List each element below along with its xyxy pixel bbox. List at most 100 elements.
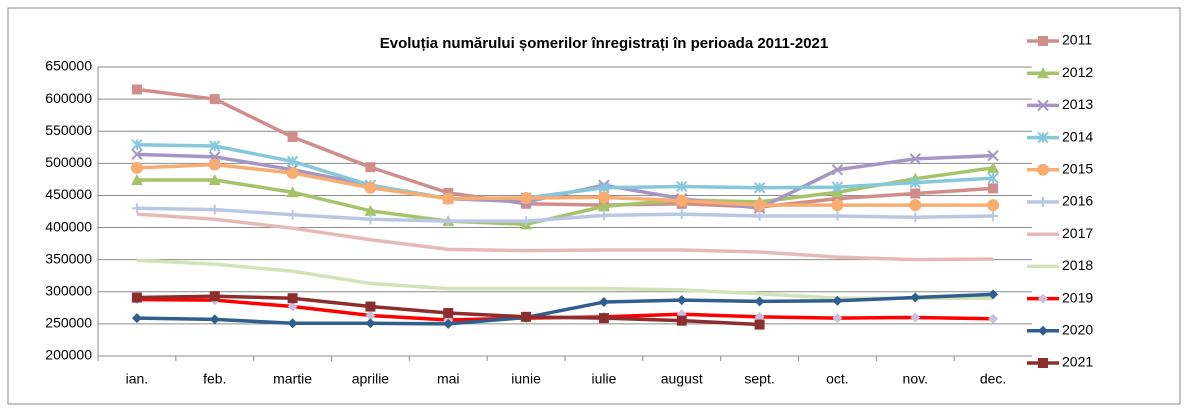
marker <box>754 296 765 307</box>
marker <box>1038 197 1048 207</box>
legend-label: 2019 <box>1062 289 1093 305</box>
legend-label: 2013 <box>1062 96 1093 112</box>
x-tick-label: mai <box>437 371 460 387</box>
marker <box>831 181 844 193</box>
marker <box>131 84 142 95</box>
legend-label: 2015 <box>1062 161 1093 177</box>
marker <box>988 183 999 194</box>
marker <box>831 164 844 176</box>
marker <box>909 153 921 165</box>
y-tick-label: 300000 <box>45 282 92 298</box>
series-line <box>136 206 994 223</box>
marker <box>988 313 999 324</box>
chart-title: Evoluția numărului șomerilor înregistraț… <box>380 35 828 52</box>
x-tick-label: martie <box>273 371 312 387</box>
marker <box>208 158 221 171</box>
marker <box>287 301 298 312</box>
marker <box>910 292 921 303</box>
marker <box>364 204 377 216</box>
marker <box>987 172 999 184</box>
series-line <box>136 292 994 326</box>
marker <box>131 148 143 161</box>
marker <box>209 204 220 215</box>
marker <box>754 319 765 330</box>
marker <box>1038 293 1048 304</box>
marker <box>1037 99 1049 112</box>
x-tick-label: sept. <box>744 371 774 387</box>
marker <box>910 212 921 223</box>
marker <box>286 186 299 198</box>
marker <box>831 199 844 212</box>
marker <box>131 313 142 324</box>
marker <box>365 318 376 329</box>
marker <box>676 315 687 326</box>
marker <box>287 293 298 304</box>
marker <box>286 166 299 179</box>
marker <box>675 194 688 207</box>
marker <box>1038 325 1048 336</box>
marker <box>364 181 377 194</box>
series-line <box>136 258 994 300</box>
marker <box>443 307 454 318</box>
marker <box>1038 36 1048 46</box>
marker <box>520 192 533 205</box>
series-line <box>136 162 994 207</box>
legend-label: 2011 <box>1062 32 1092 48</box>
marker <box>909 199 922 212</box>
x-tick-label: aprilie <box>352 371 390 387</box>
marker <box>365 162 376 173</box>
marker <box>521 216 532 227</box>
marker <box>1037 131 1049 144</box>
marker <box>598 313 609 324</box>
y-tick-label: 500000 <box>45 154 92 170</box>
marker <box>987 161 1000 173</box>
x-tick-label: august <box>661 371 703 387</box>
x-tick-label: feb. <box>203 371 226 387</box>
y-tick-label: 600000 <box>45 90 92 106</box>
marker <box>753 182 766 194</box>
legend-label: 2016 <box>1062 193 1093 209</box>
marker <box>910 188 921 199</box>
marker <box>910 312 921 323</box>
x-tick-label: nov. <box>903 371 928 387</box>
y-tick-label: 650000 <box>45 58 92 74</box>
marker <box>597 191 610 204</box>
marker <box>287 209 298 220</box>
marker <box>208 174 221 186</box>
y-tick-label: 350000 <box>45 250 92 266</box>
marker <box>832 295 843 306</box>
y-tick-label: 450000 <box>45 186 92 202</box>
marker <box>443 318 454 329</box>
x-tick-label: ian. <box>126 371 149 387</box>
marker <box>131 292 142 303</box>
legend-label: 2012 <box>1062 64 1093 80</box>
marker <box>286 155 299 168</box>
marker <box>598 182 610 194</box>
marker <box>1038 358 1048 368</box>
series-line <box>136 212 994 262</box>
y-tick-label: 550000 <box>45 122 92 138</box>
marker <box>987 199 1000 212</box>
marker <box>442 192 455 205</box>
marker <box>597 200 610 212</box>
marker <box>753 199 766 212</box>
marker <box>521 311 532 322</box>
marker <box>209 94 220 105</box>
marker <box>832 313 843 324</box>
legend-label: 2014 <box>1062 128 1093 144</box>
x-tick-label: dec. <box>980 371 1006 387</box>
marker <box>209 314 220 325</box>
marker <box>287 132 298 143</box>
marker <box>443 216 454 227</box>
marker <box>676 209 687 220</box>
marker <box>1037 67 1049 79</box>
marker <box>131 203 142 214</box>
marker <box>130 174 143 186</box>
series-line <box>136 166 994 227</box>
y-tick-label: 400000 <box>45 218 92 234</box>
x-tick-label: iulie <box>591 371 616 387</box>
marker <box>676 180 688 193</box>
marker <box>832 210 843 221</box>
series-line <box>136 142 994 201</box>
